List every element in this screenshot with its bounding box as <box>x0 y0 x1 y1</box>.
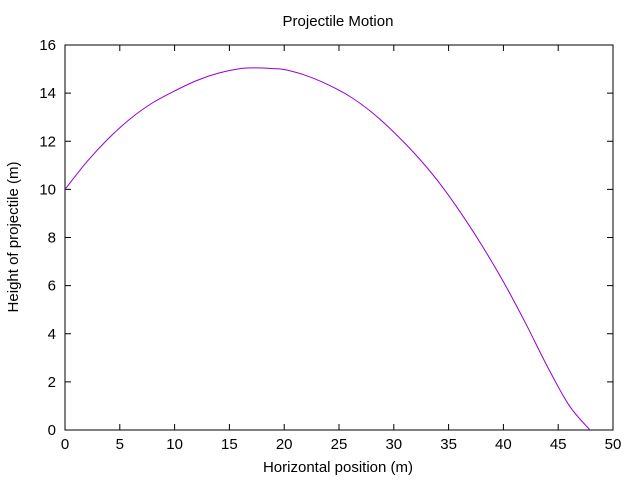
plot-frame <box>64 44 614 431</box>
x-tick-label: 0 <box>61 436 69 453</box>
x-tick-label: 5 <box>116 436 124 453</box>
x-tick-label: 20 <box>276 436 293 453</box>
x-tick-label: 25 <box>331 436 348 453</box>
y-tick-label: 6 <box>48 278 56 295</box>
x-tick-label: 15 <box>221 436 238 453</box>
x-tick-label: 35 <box>440 436 457 453</box>
series-line <box>64 67 591 431</box>
y-tick-label: 16 <box>39 37 56 54</box>
chart-title: Projectile Motion <box>283 13 394 30</box>
y-axis-label: Height of projectile (m) <box>5 162 22 313</box>
y-tick-label: 14 <box>39 85 56 102</box>
axes: 0 5 10 15 20 25 30 35 40 45 50 0 2 4 6 8 10 12 14 16 <box>39 37 621 453</box>
y-tick-label: 12 <box>39 133 56 150</box>
y-tick-label: 10 <box>39 181 56 198</box>
x-tick-label: 50 <box>605 436 622 453</box>
y-tick-label: 8 <box>48 230 56 247</box>
y-tick-label: 2 <box>48 374 56 391</box>
x-tick-label: 30 <box>385 436 402 453</box>
x-axis-label: Horizontal position (m) <box>263 459 413 476</box>
y-tick-label: 0 <box>48 422 56 439</box>
x-tick-label: 40 <box>495 436 512 453</box>
y-tick-label: 4 <box>48 326 56 343</box>
x-tick-label: 10 <box>166 436 183 453</box>
x-tick-label: 45 <box>550 436 567 453</box>
series-group <box>64 67 591 431</box>
